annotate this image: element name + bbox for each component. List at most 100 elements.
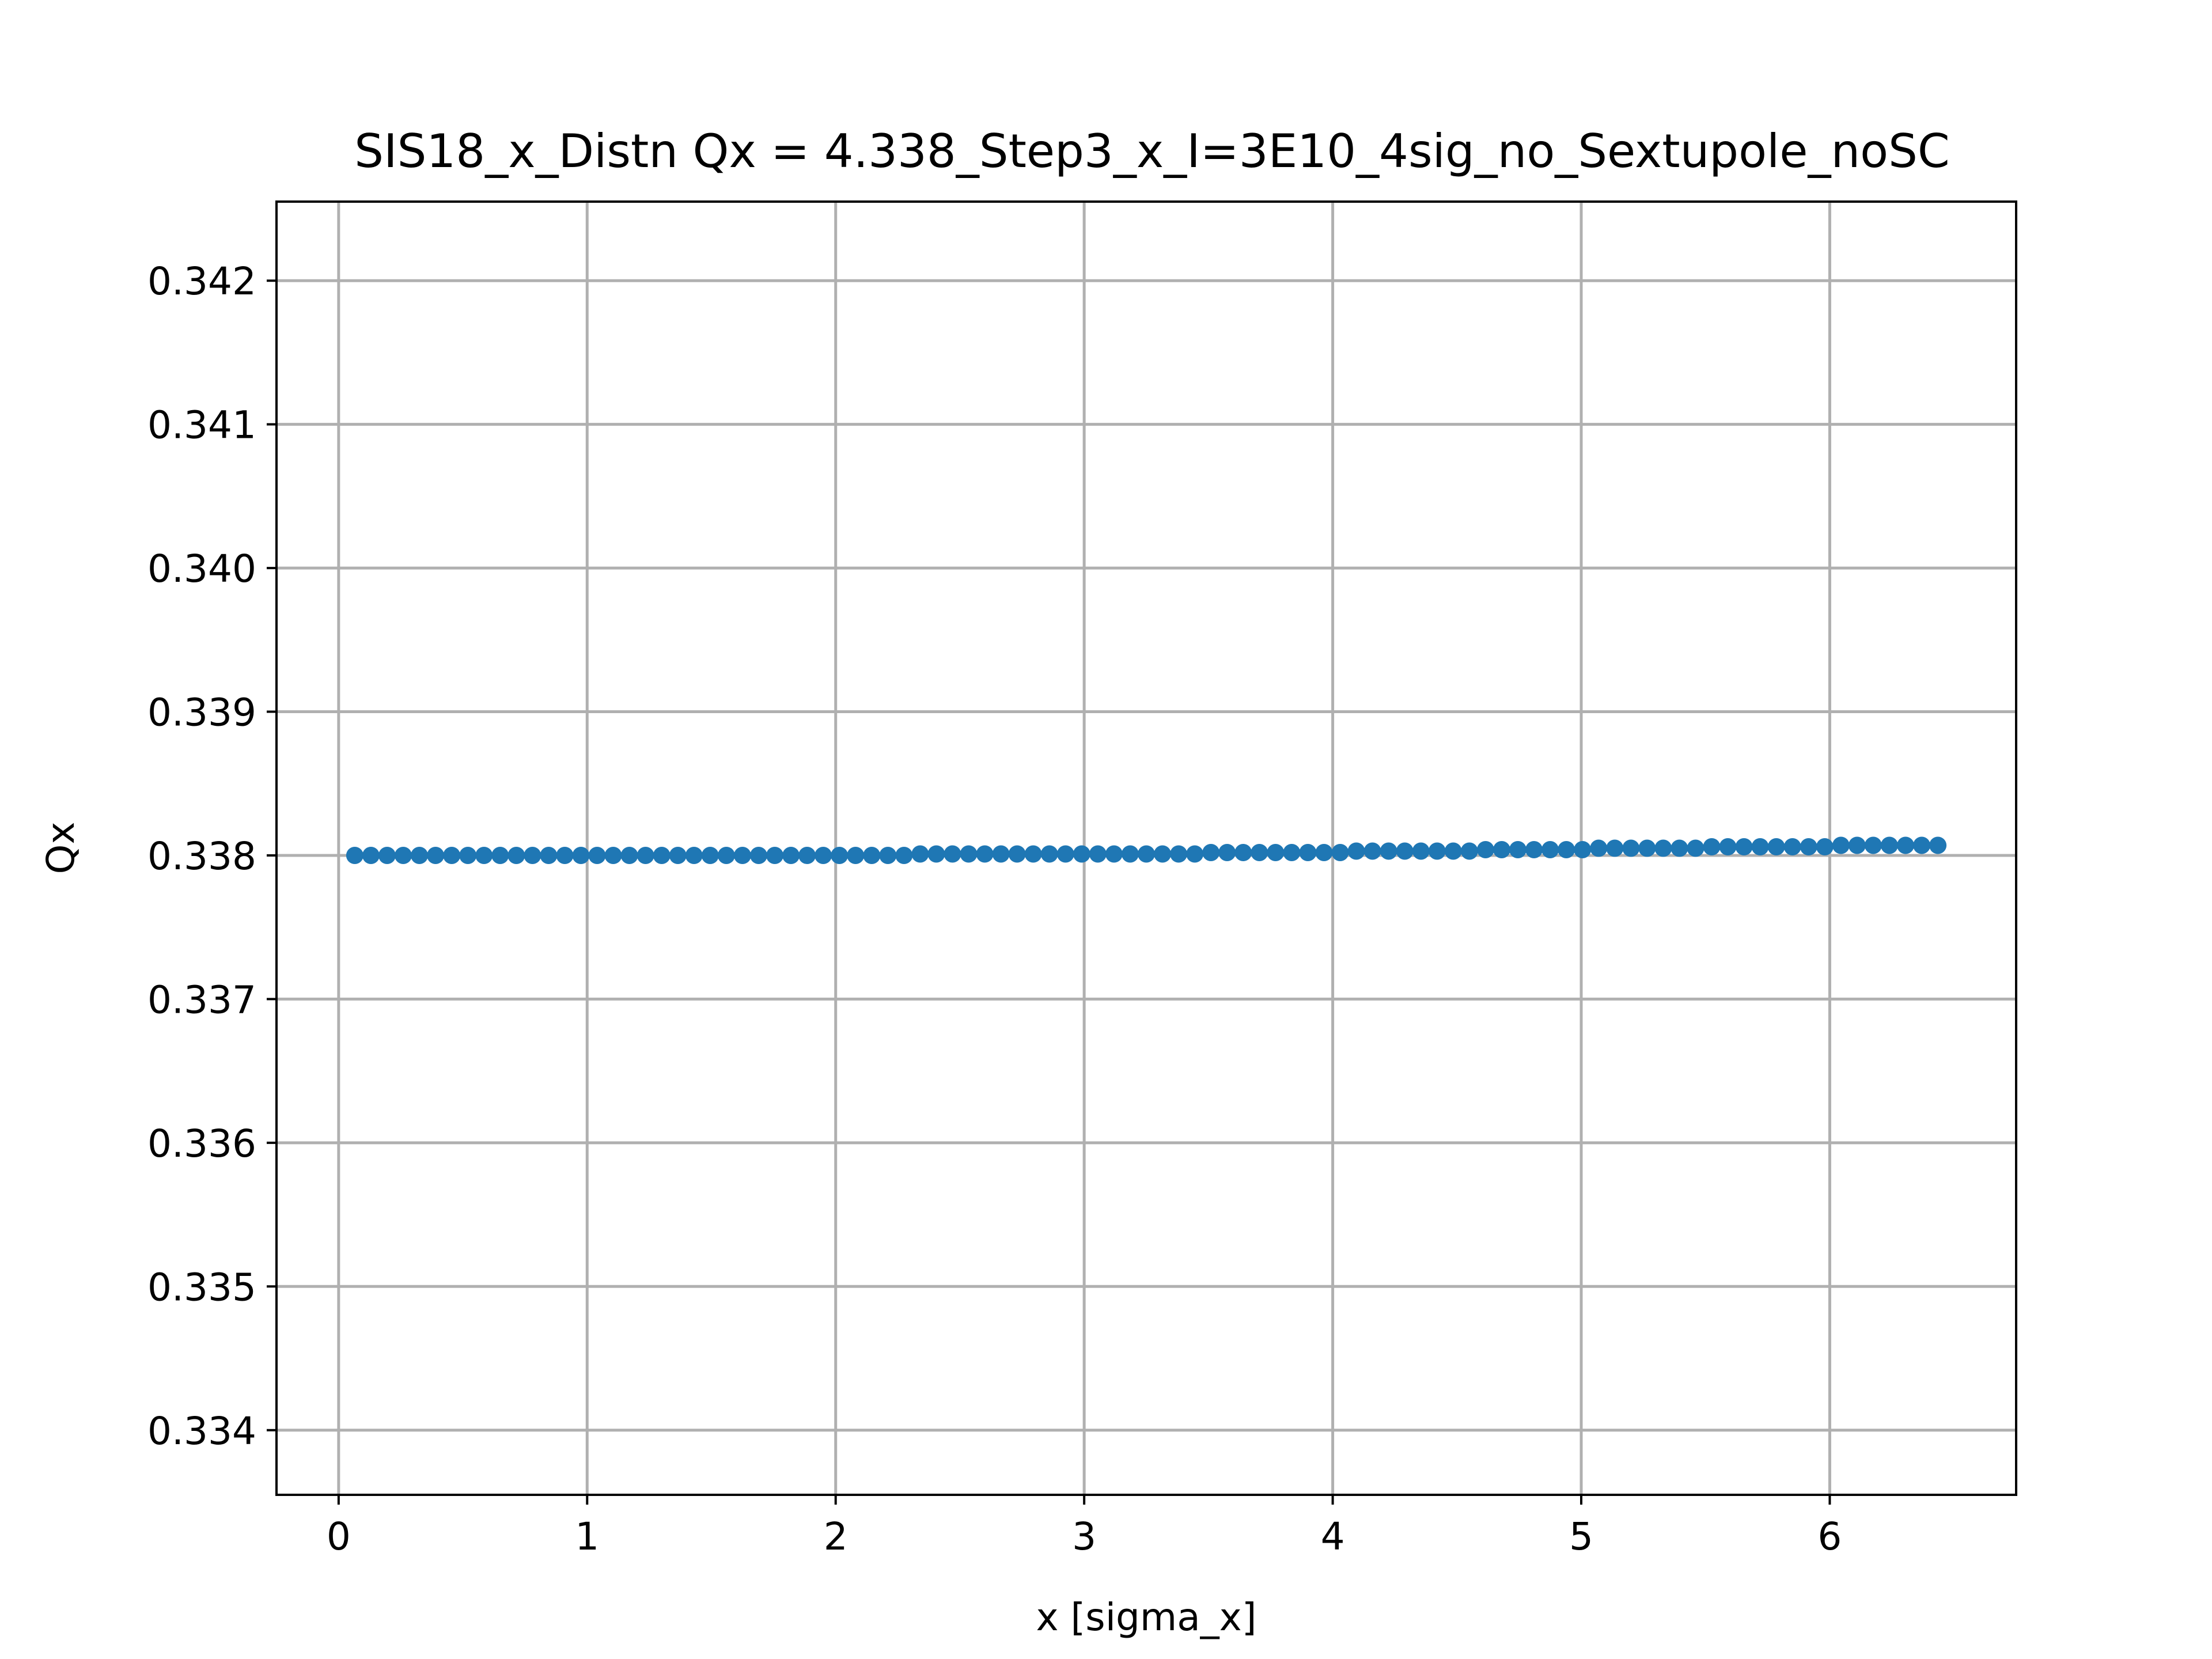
data-point (976, 845, 994, 863)
data-point (895, 846, 913, 864)
data-point (1073, 845, 1090, 863)
data-point (911, 845, 929, 863)
data-point (1089, 845, 1107, 863)
x-tick-label: 3 (1072, 1514, 1096, 1559)
x-tick-label: 4 (1321, 1514, 1345, 1559)
data-point (1315, 843, 1333, 861)
data-point (831, 846, 849, 864)
data-point (717, 846, 735, 864)
data-point (1654, 839, 1672, 857)
data-point (1590, 839, 1608, 857)
data-point (863, 846, 881, 864)
data-point (459, 846, 477, 864)
data-point (1913, 836, 1931, 854)
data-point (1170, 845, 1188, 863)
data-point (540, 846, 558, 864)
data-point (1622, 839, 1640, 857)
data-point (1218, 843, 1236, 861)
x-tick-label: 5 (1569, 1514, 1593, 1559)
data-point (346, 846, 363, 864)
chart-title: SIS18_x_Distn Qx = 4.338_Step3_x_I=3E10_… (354, 124, 1950, 178)
data-point (491, 846, 509, 864)
y-axis-label: Qx (39, 821, 83, 874)
data-point (362, 846, 380, 864)
data-points (346, 836, 1947, 864)
data-point (1558, 840, 1575, 858)
plot-frame (275, 200, 2017, 1496)
data-point (1363, 842, 1381, 860)
y-tick-label: 0.338 (147, 834, 256, 878)
data-point (411, 846, 429, 864)
data-point (1121, 845, 1139, 863)
data-point (1186, 845, 1204, 863)
data-point (1864, 836, 1882, 854)
data-point (685, 846, 703, 864)
data-point (798, 846, 816, 864)
data-point (1687, 839, 1705, 857)
y-tick-label: 0.337 (147, 978, 256, 1022)
data-point (1476, 840, 1494, 858)
data-point (701, 846, 719, 864)
y-tick-label: 0.336 (147, 1122, 256, 1166)
data-point (443, 846, 461, 864)
data-point (1606, 839, 1624, 857)
data-point (879, 846, 897, 864)
data-point (1525, 840, 1543, 858)
data-point (927, 845, 945, 863)
data-point (1444, 842, 1462, 860)
data-point (1671, 839, 1688, 857)
y-tick-label: 0.334 (147, 1409, 256, 1453)
x-tick-label: 1 (575, 1514, 599, 1559)
data-point (378, 846, 396, 864)
data-point (1703, 838, 1721, 856)
data-point (604, 846, 622, 864)
data-point (1897, 836, 1915, 854)
x-tick-label: 6 (1817, 1514, 1842, 1559)
data-point (1751, 838, 1769, 856)
y-tick-label: 0.335 (147, 1265, 256, 1309)
data-point (1460, 842, 1478, 860)
data-point (1767, 838, 1785, 856)
data-point (1283, 843, 1301, 861)
y-tick-label: 0.341 (147, 403, 256, 448)
data-point (1040, 845, 1058, 863)
data-point (1138, 845, 1155, 863)
data-point (524, 846, 541, 864)
data-point (1251, 843, 1268, 861)
data-point (620, 846, 638, 864)
data-point (1638, 839, 1656, 857)
data-point (1800, 838, 1817, 856)
data-point (815, 846, 832, 864)
data-point (960, 845, 978, 863)
data-point (1848, 836, 1866, 854)
data-point (427, 846, 445, 864)
data-point (1105, 845, 1123, 863)
y-tick-label: 0.342 (147, 259, 256, 304)
data-point (749, 846, 767, 864)
x-axis-label: x [sigma_x] (1036, 1595, 1257, 1639)
data-point (1509, 840, 1527, 858)
data-point (475, 846, 493, 864)
data-point (1493, 840, 1510, 858)
data-point (1024, 845, 1042, 863)
data-point (1428, 842, 1446, 860)
data-point (507, 846, 525, 864)
y-tick-label: 0.339 (147, 691, 256, 735)
data-point (653, 846, 671, 864)
data-point (1929, 836, 1947, 854)
data-point (733, 846, 751, 864)
data-point (1267, 843, 1285, 861)
x-tick-label: 2 (824, 1514, 848, 1559)
data-point (556, 846, 574, 864)
data-point (1574, 840, 1592, 858)
data-point (766, 846, 784, 864)
data-point (1056, 845, 1074, 863)
axis-ticks: 0 1 2 3 4 5 6 0.334 0.335 0.336 0.337 0.338 0.339 0.3… (147, 259, 1842, 1559)
data-point (637, 846, 654, 864)
data-point (1299, 843, 1317, 861)
data-point (1719, 838, 1737, 856)
data-point (782, 846, 800, 864)
data-point (847, 846, 865, 864)
data-point (992, 845, 1010, 863)
